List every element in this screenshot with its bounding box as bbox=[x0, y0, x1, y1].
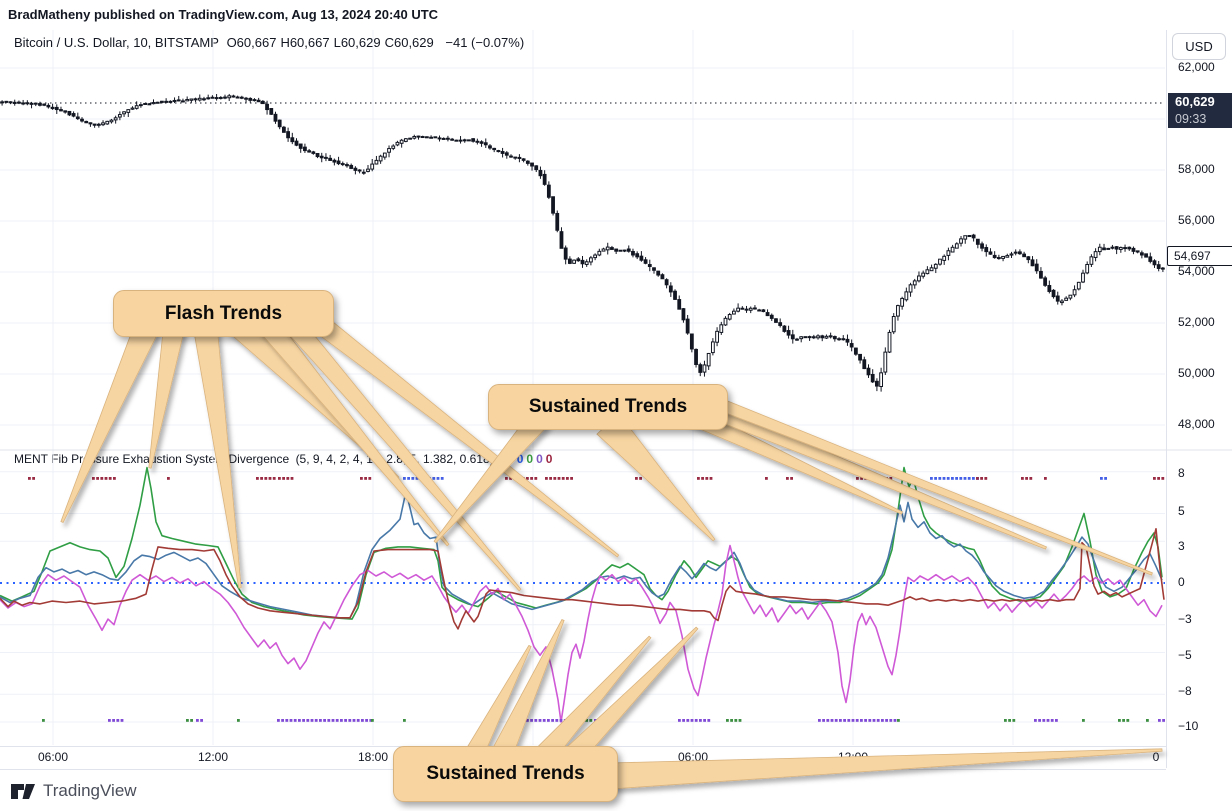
annotation-arrow bbox=[276, 307, 522, 592]
time-tick-label: 18:00 bbox=[357, 750, 389, 764]
published-attribution: BradMatheny published on TradingView.com… bbox=[8, 7, 439, 22]
ohlc-l: L60,629 bbox=[333, 35, 381, 50]
annotation-arrow bbox=[489, 618, 565, 764]
indicator-params: (5, 9, 4, 2, 4, 14, 2.8, 5, 1.382, 0.618… bbox=[295, 452, 494, 466]
annotation-arrow bbox=[252, 310, 450, 547]
indicator-value-2: 0 bbox=[526, 452, 534, 466]
currency-toggle-button[interactable]: USD bbox=[1172, 33, 1226, 60]
indicator-line-green bbox=[0, 466, 1163, 620]
indicator-value-3: 0 bbox=[536, 452, 543, 466]
indicator-tick-label: −10 bbox=[1178, 719, 1199, 733]
price-tick-label: 48,000 bbox=[1178, 417, 1215, 431]
indicator-tick-label: −3 bbox=[1178, 612, 1192, 626]
price-tick-label: 56,000 bbox=[1178, 213, 1215, 227]
indicator-line-brown bbox=[0, 528, 1165, 630]
price-tick-label: 52,000 bbox=[1178, 315, 1215, 329]
time-tick-label: 12:00 bbox=[837, 750, 869, 764]
bar-countdown: 09:33 bbox=[1175, 111, 1207, 126]
ohlc-h: H60,667 bbox=[280, 35, 330, 50]
indicator-tick-label: −8 bbox=[1178, 684, 1192, 698]
indicator-line-magenta bbox=[0, 544, 1163, 723]
indicator-tick-label: 0 bbox=[1178, 575, 1185, 589]
ohlc-o: O60,667 bbox=[226, 35, 277, 50]
price-tick-label: 54,000 bbox=[1178, 264, 1215, 278]
ohlc-values: O60,667 H60,667 L60,629 C60,629 bbox=[227, 35, 438, 50]
time-tick-label: 0 bbox=[1152, 750, 1160, 764]
last-price-badge: 60,629 09:33 bbox=[1168, 93, 1232, 128]
price-tick-label: 62,000 bbox=[1178, 60, 1215, 74]
indicator-tick-label: −5 bbox=[1178, 648, 1192, 662]
indicator-values: −0 0 0 0 0 bbox=[500, 452, 555, 466]
indicator-line-blue bbox=[0, 490, 1163, 619]
price-tick-label: 58,000 bbox=[1178, 162, 1215, 176]
callout-sustained-mid-label: Sustained Trends bbox=[528, 396, 688, 417]
annotation-arrow bbox=[433, 410, 549, 544]
annotation-arrow bbox=[711, 395, 1153, 576]
indicator-title-bar[interactable]: MENT Fib Pressure Exhaustion System Dive… bbox=[14, 452, 558, 466]
time-tick-label: 12:00 bbox=[197, 750, 229, 764]
annotation-arrow bbox=[60, 314, 163, 524]
callout-sustained-trends-mid[interactable]: Sustained Trends bbox=[488, 384, 728, 430]
last-price-value: 60,629 bbox=[1175, 93, 1215, 109]
price-change: −41 (−0.07%) bbox=[445, 35, 525, 50]
time-tick-label: 18:00 bbox=[997, 750, 1029, 764]
callout-sustained-trends-bottom[interactable]: Sustained Trends bbox=[393, 746, 618, 802]
annotation-arrow bbox=[702, 400, 1048, 550]
symbol-name: Bitcoin / U.S. Dollar, 10, BITSTAMP bbox=[14, 35, 219, 50]
time-tick-label: 06:00 bbox=[677, 750, 709, 764]
price-tick-label: 50,000 bbox=[1178, 366, 1215, 380]
tradingview-logo-text: TradingView bbox=[43, 781, 137, 800]
indicator-value-0: −0 bbox=[500, 452, 514, 466]
indicator-name: MENT Fib Pressure Exhaustion System Dive… bbox=[14, 452, 290, 466]
indicator-tick-label: 5 bbox=[1178, 504, 1185, 518]
ohlc-c: C60,629 bbox=[384, 35, 434, 50]
indicator-value-1: 0 bbox=[516, 452, 524, 466]
callout-sustained-bottom-label: Sustained Trends bbox=[426, 763, 585, 784]
candlestick-series bbox=[0, 93, 1165, 392]
annotation-arrow bbox=[148, 319, 187, 469]
indicator-tick-label: 3 bbox=[1178, 539, 1185, 553]
annotation-arrow bbox=[596, 413, 716, 542]
callout-flash-trends[interactable]: Flash Trends bbox=[113, 290, 334, 337]
price-axis[interactable]: USD 60,629 09:33 54,697 62,000 58,000 56,0… bbox=[1166, 30, 1232, 768]
current-price-label: 54,697 bbox=[1167, 246, 1232, 266]
annotation-arrow bbox=[298, 303, 620, 558]
indicator-value-4: 0 bbox=[545, 452, 553, 466]
callout-flash-label: Flash Trends bbox=[164, 302, 283, 324]
tradingview-logo[interactable]: TradingView bbox=[10, 779, 137, 803]
time-tick-label: 06:00 bbox=[37, 750, 69, 764]
tradingview-logo-icon bbox=[11, 784, 35, 799]
indicator-tick-label: 8 bbox=[1178, 466, 1185, 480]
symbol-title-bar[interactable]: Bitcoin / U.S. Dollar, 10, BITSTAMP O60,… bbox=[14, 35, 528, 50]
